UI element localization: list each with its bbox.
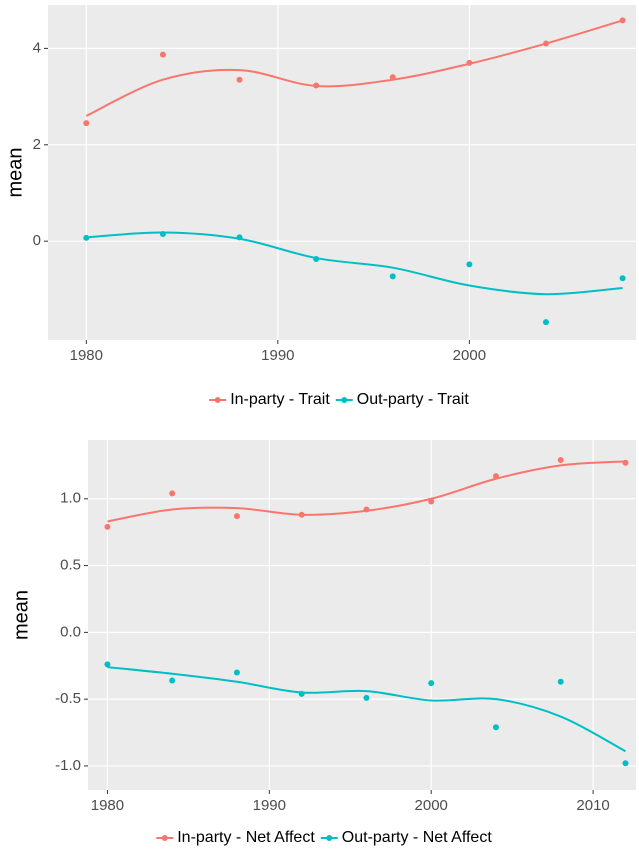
x-tick-label: 1990 (253, 797, 286, 814)
legend-key (214, 397, 221, 403)
point (169, 490, 176, 497)
legend-label: Out-party - Net Affect (342, 829, 493, 846)
point (542, 319, 549, 326)
point (542, 40, 549, 47)
point (313, 256, 320, 263)
point (622, 760, 629, 767)
point (83, 234, 90, 241)
y-tick-label: 2 (33, 136, 41, 153)
legend-label: In-party - Net Affect (177, 829, 315, 846)
point (466, 59, 473, 66)
point (619, 275, 626, 282)
point (492, 473, 499, 480)
point (619, 17, 626, 24)
legend-key (326, 835, 333, 841)
legend-label: In-party - Trait (230, 391, 330, 408)
y-tick-label: -0.5 (55, 690, 81, 707)
fit-line (85, 19, 623, 117)
point (492, 724, 499, 731)
point (466, 261, 473, 268)
plot-background (48, 5, 636, 340)
point (389, 74, 396, 81)
point (389, 273, 396, 280)
y-tick-label: 0.0 (60, 623, 81, 640)
point (104, 661, 111, 668)
point (159, 230, 166, 237)
y-tick-label: 1.0 (60, 490, 81, 507)
fit-line (86, 231, 623, 296)
point (104, 523, 111, 530)
y-tick-label: 4 (33, 39, 41, 56)
y-axis-label: mean (10, 590, 32, 640)
point (83, 120, 90, 127)
y-tick-label: -1.0 (55, 757, 81, 774)
legend-key (161, 835, 168, 841)
x-tick-label: 1980 (70, 347, 103, 364)
x-tick-label: 1990 (261, 347, 294, 364)
point (159, 51, 166, 58)
y-tick-label: 0 (33, 232, 41, 249)
point (236, 76, 243, 83)
point (298, 511, 305, 518)
legend-key (341, 397, 348, 403)
point (236, 234, 243, 241)
point (428, 498, 435, 505)
y-tick-label: 0.5 (60, 557, 81, 574)
x-tick-label: 2000 (415, 797, 448, 814)
legend-label: Out-party - Trait (357, 391, 470, 408)
point (428, 680, 435, 687)
point (622, 459, 629, 466)
x-tick-label: 2000 (453, 347, 486, 364)
x-tick-label: 1980 (91, 797, 124, 814)
legend: In-party - Net Affect Out-party - Net Aff… (156, 829, 492, 846)
x-tick-label: 2010 (576, 797, 609, 814)
fit-line (107, 666, 626, 753)
point (363, 694, 370, 701)
point (313, 82, 320, 89)
point (298, 690, 305, 697)
y-axis-label: mean (4, 147, 26, 197)
point (557, 678, 564, 685)
point (233, 513, 240, 520)
point (363, 506, 370, 513)
point (557, 457, 564, 464)
point (169, 677, 176, 684)
point (233, 669, 240, 676)
legend: In-party - Trait Out-party - Trait (209, 391, 469, 408)
